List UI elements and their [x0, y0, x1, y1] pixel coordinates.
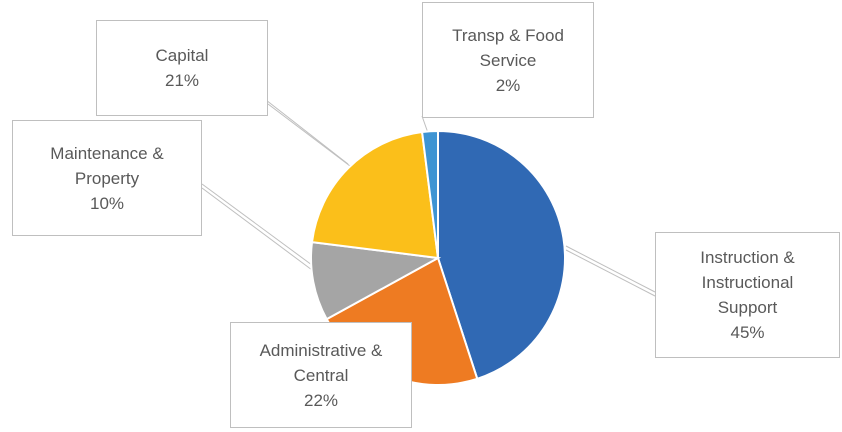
leader-line [565, 249, 656, 297]
category-label: Capital [155, 46, 209, 65]
category-label: Administrative & Central [259, 340, 383, 385]
leader-line [421, 115, 429, 134]
value-label: 10% [89, 193, 125, 213]
value-label: 45% [730, 323, 765, 342]
leader-lines [201, 99, 656, 297]
leader-line [565, 245, 656, 293]
callout: Maintenance & Property 10% [12, 120, 202, 236]
leader-line [267, 103, 351, 167]
value-label: 22% [303, 390, 339, 410]
category-label: Transp & Food Service [452, 25, 564, 70]
leader-line [201, 183, 317, 269]
callout: Capital 21% [96, 20, 268, 116]
category-label: Instruction & Instructional Support [700, 248, 795, 317]
leader-line [265, 99, 349, 165]
value-label: 2% [495, 75, 521, 95]
pie-slice [437, 129, 566, 381]
value-label: 21% [164, 71, 200, 90]
callout: Administrative & Central 22% [230, 322, 412, 428]
pie-slice [310, 240, 442, 321]
leader-line [201, 187, 313, 271]
pie-slice [420, 129, 439, 259]
callout: Instruction & Instructional Support 45% [655, 232, 840, 358]
pie-slice [310, 130, 440, 260]
category-label: Maintenance & Property [50, 143, 164, 188]
callout: Transp & Food Service 2% [422, 2, 594, 118]
